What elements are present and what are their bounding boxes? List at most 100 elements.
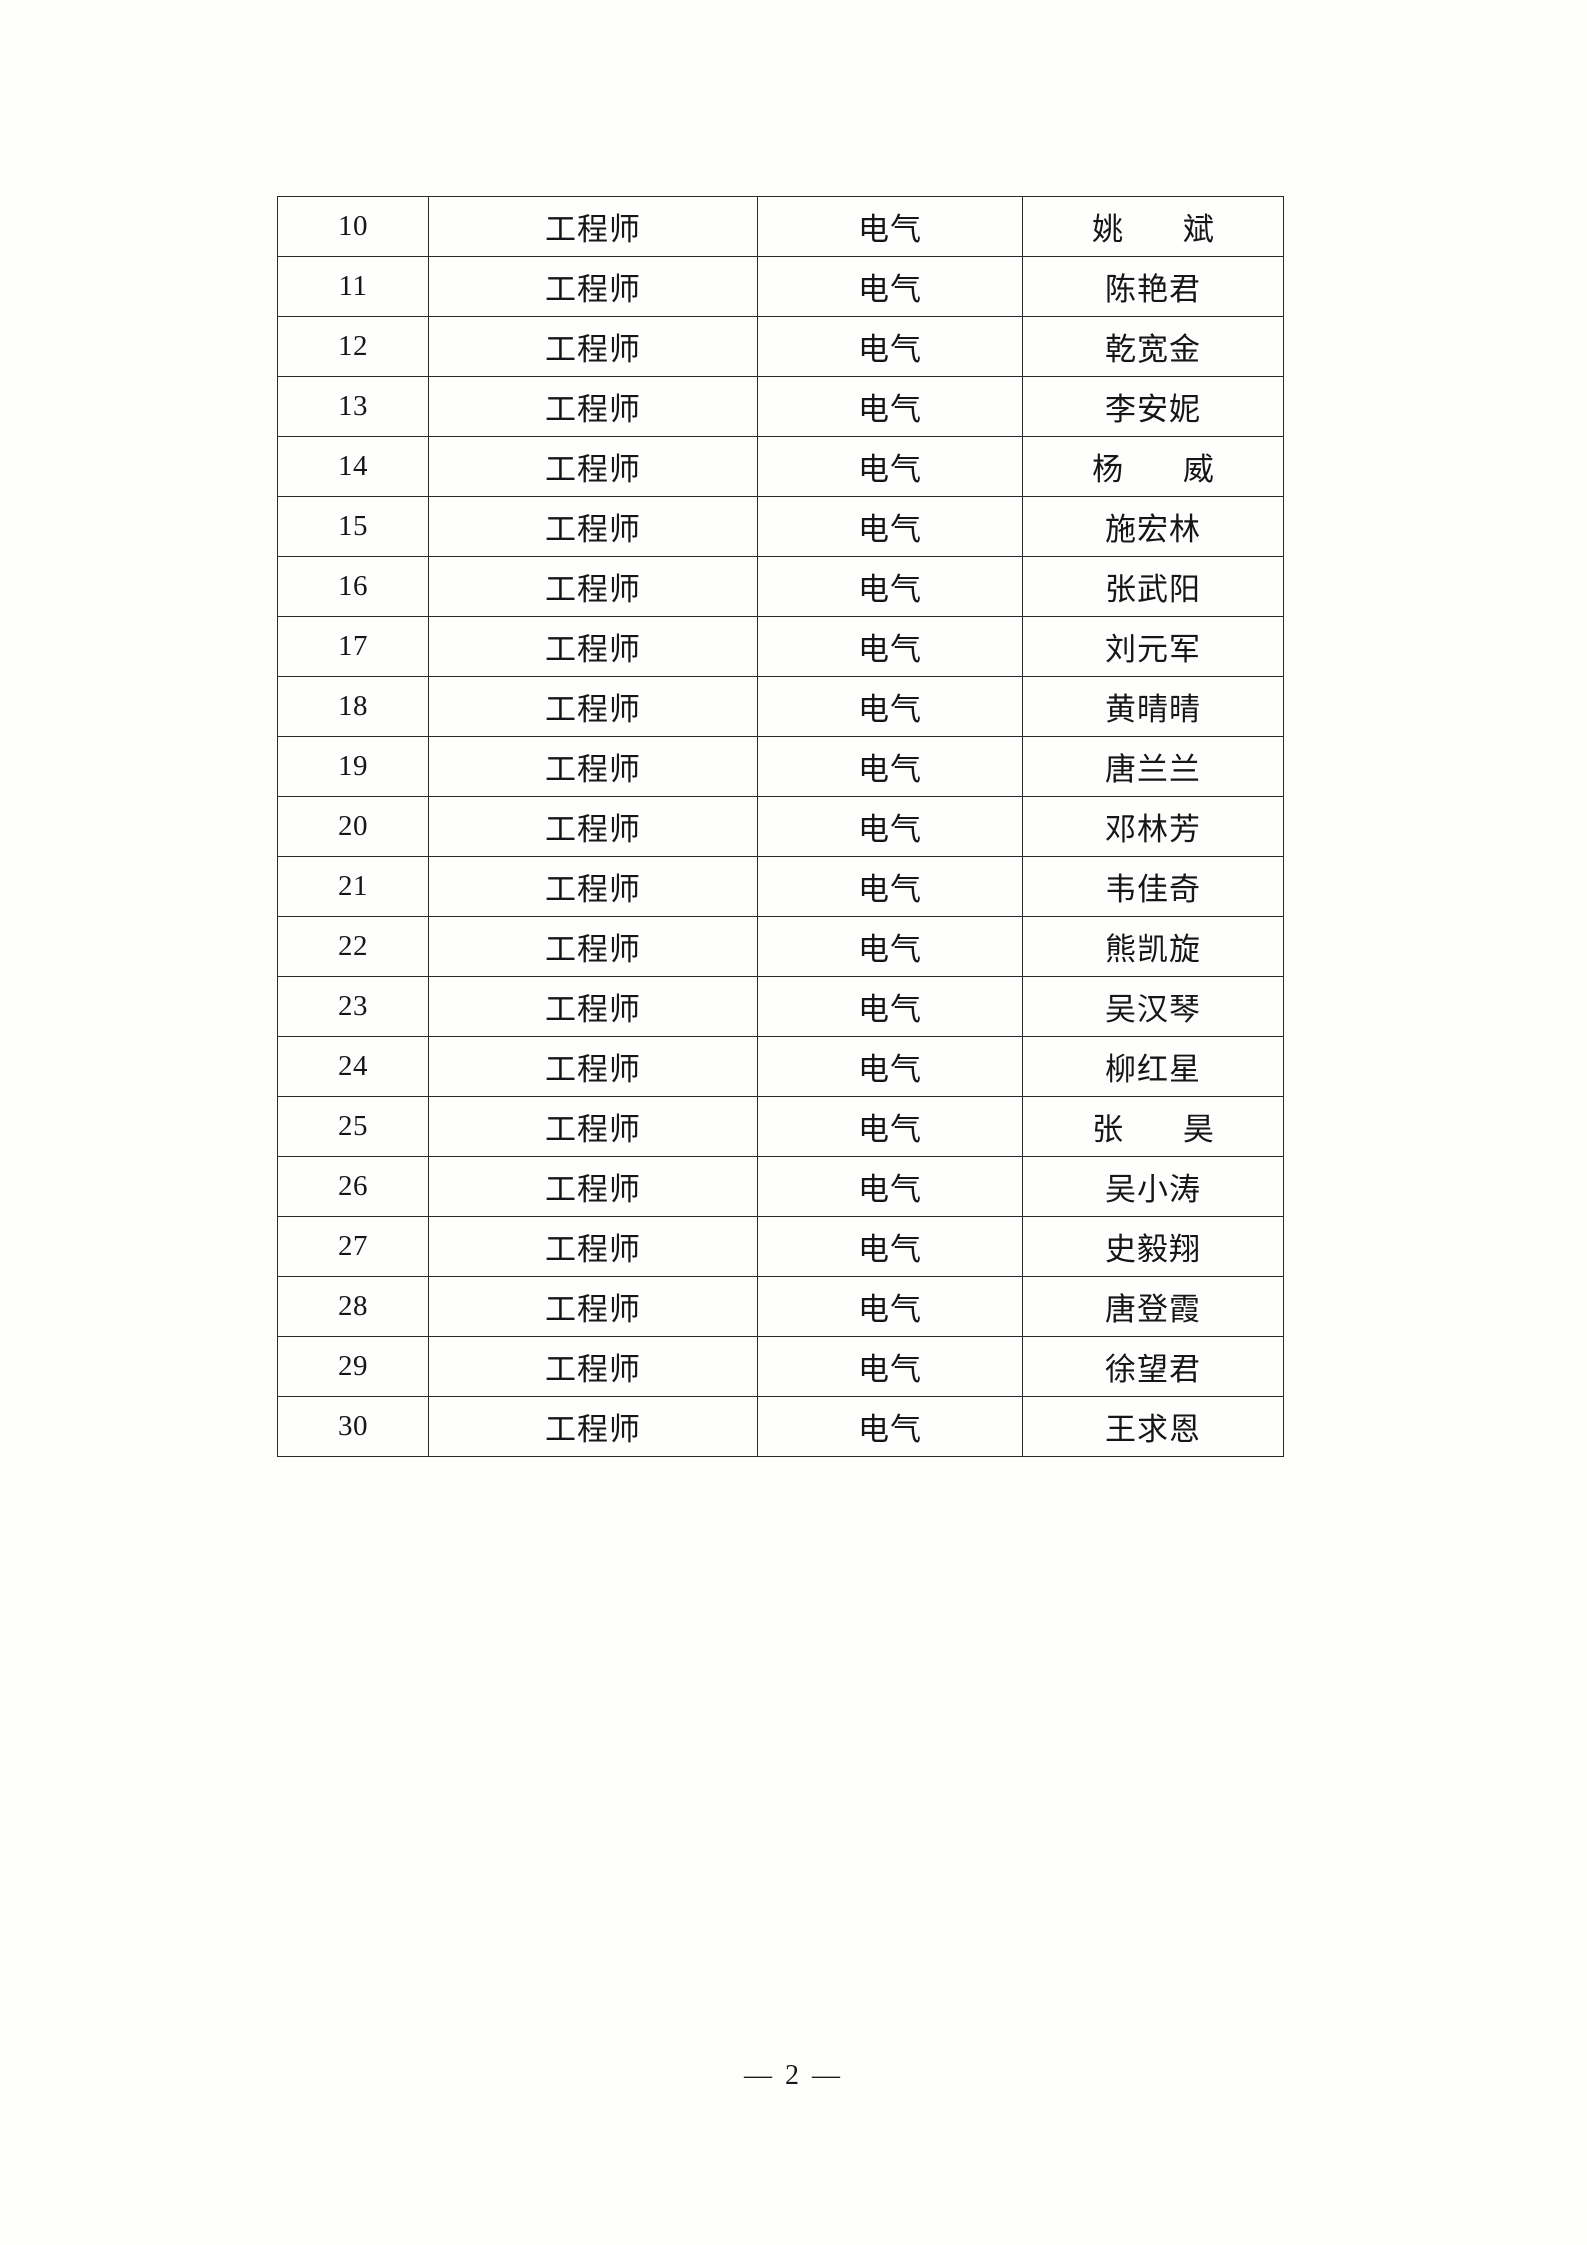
row-major-cell: 电气	[757, 1216, 1023, 1277]
row-title-cell: 工程师	[428, 1216, 758, 1277]
row-name-cell: 柳红星	[1022, 1036, 1284, 1097]
row-major-cell: 电气	[757, 496, 1023, 557]
row-title-cell: 工程师	[428, 736, 758, 797]
table-row: 13 工程师 电气 李安妮	[277, 376, 1284, 437]
table-row: 14 工程师 电气杨 威	[277, 436, 1284, 497]
row-index-cell: 12	[277, 316, 429, 377]
row-title-cell: 工程师	[428, 436, 758, 497]
table-row: 21 工程师 电气 韦佳奇	[277, 856, 1284, 917]
row-major-cell: 电气	[757, 196, 1023, 257]
row-index-cell: 23	[277, 976, 429, 1037]
table-row: 24 工程师 电气 柳红星	[277, 1036, 1284, 1097]
row-index-cell: 29	[277, 1336, 429, 1397]
row-major-cell: 电气	[757, 736, 1023, 797]
row-index-cell: 14	[277, 436, 429, 497]
table-row: 22 工程师 电气 熊凯旋	[277, 916, 1284, 977]
row-index-cell: 13	[277, 376, 429, 437]
row-major-cell: 电气	[757, 1336, 1023, 1397]
table-row: 25 工程师 电气张 昊	[277, 1096, 1284, 1157]
table-row: 30 工程师 电气 王求恩	[277, 1396, 1284, 1457]
row-name-cell: 邓林芳	[1022, 796, 1284, 857]
row-major-cell: 电气	[757, 316, 1023, 377]
table-row: 18 工程师 电气 黄晴晴	[277, 676, 1284, 737]
table-row: 16 工程师 电气 张武阳	[277, 556, 1284, 617]
row-name-cell: 张武阳	[1022, 556, 1284, 617]
row-title-cell: 工程师	[428, 616, 758, 677]
row-title-cell: 工程师	[428, 1156, 758, 1217]
table-row: 26 工程师 电气 吴小涛	[277, 1156, 1284, 1217]
row-title-cell: 工程师	[428, 676, 758, 737]
row-title-cell: 工程师	[428, 856, 758, 917]
row-major-cell: 电气	[757, 916, 1023, 977]
row-major-cell: 电气	[757, 556, 1023, 617]
row-name-cell: 张 昊	[1022, 1096, 1284, 1157]
row-index-cell: 25	[277, 1096, 429, 1157]
table-row: 23 工程师 电气 吴汉琴	[277, 976, 1284, 1037]
row-name-cell: 韦佳奇	[1022, 856, 1284, 917]
table-row: 28 工程师 电气 唐登霞	[277, 1276, 1284, 1337]
row-name-cell: 熊凯旋	[1022, 916, 1284, 977]
row-major-cell: 电气	[757, 616, 1023, 677]
row-major-cell: 电气	[757, 256, 1023, 317]
row-name-cell: 徐望君	[1022, 1336, 1284, 1397]
row-name-cell: 吴汉琴	[1022, 976, 1284, 1037]
row-index-cell: 26	[277, 1156, 429, 1217]
row-title-cell: 工程师	[428, 556, 758, 617]
table-row: 10 工程师 电气姚 斌	[277, 196, 1284, 257]
row-index-cell: 16	[277, 556, 429, 617]
row-name-cell: 唐兰兰	[1022, 736, 1284, 797]
table-row: 15 工程师 电气 施宏林	[277, 496, 1284, 557]
row-name-cell: 刘元军	[1022, 616, 1284, 677]
row-name-cell: 王求恩	[1022, 1396, 1284, 1457]
row-index-cell: 10	[277, 196, 429, 257]
row-index-cell: 19	[277, 736, 429, 797]
personnel-roster-table: 10 工程师 电气姚 斌 11 工程师 电气 陈艳君 12 工程师 电气 乾宽金 13 工程师 电气 李安妮…	[277, 196, 1284, 1457]
table-row: 20 工程师 电气 邓林芳	[277, 796, 1284, 857]
row-index-cell: 11	[277, 256, 429, 317]
row-major-cell: 电气	[757, 436, 1023, 497]
row-major-cell: 电气	[757, 1036, 1023, 1097]
row-title-cell: 工程师	[428, 376, 758, 437]
table-row: 27 工程师 电气 史毅翔	[277, 1216, 1284, 1277]
row-major-cell: 电气	[757, 796, 1023, 857]
table-row: 12 工程师 电气 乾宽金	[277, 316, 1284, 377]
row-title-cell: 工程师	[428, 976, 758, 1037]
row-title-cell: 工程师	[428, 316, 758, 377]
row-title-cell: 工程师	[428, 916, 758, 977]
row-name-cell: 陈艳君	[1022, 256, 1284, 317]
row-name-cell: 乾宽金	[1022, 316, 1284, 377]
row-index-cell: 30	[277, 1396, 429, 1457]
row-title-cell: 工程师	[428, 1036, 758, 1097]
row-title-cell: 工程师	[428, 1096, 758, 1157]
row-title-cell: 工程师	[428, 496, 758, 557]
row-name-cell: 李安妮	[1022, 376, 1284, 437]
row-major-cell: 电气	[757, 1156, 1023, 1217]
row-name-cell: 吴小涛	[1022, 1156, 1284, 1217]
row-name-cell: 史毅翔	[1022, 1216, 1284, 1277]
table-row: 17 工程师 电气 刘元军	[277, 616, 1284, 677]
row-index-cell: 17	[277, 616, 429, 677]
row-major-cell: 电气	[757, 856, 1023, 917]
row-major-cell: 电气	[757, 976, 1023, 1037]
table-row: 29 工程师 电气 徐望君	[277, 1336, 1284, 1397]
row-title-cell: 工程师	[428, 796, 758, 857]
row-major-cell: 电气	[757, 1396, 1023, 1457]
row-title-cell: 工程师	[428, 1396, 758, 1457]
row-index-cell: 18	[277, 676, 429, 737]
row-major-cell: 电气	[757, 1096, 1023, 1157]
row-title-cell: 工程师	[428, 196, 758, 257]
row-title-cell: 工程师	[428, 1276, 758, 1337]
row-name-cell: 姚 斌	[1022, 196, 1284, 257]
row-index-cell: 28	[277, 1276, 429, 1337]
table-body: 10 工程师 电气姚 斌 11 工程师 电气 陈艳君 12 工程师 电气 乾宽金 13 工程师 电气 李安妮…	[277, 196, 1284, 1457]
row-index-cell: 21	[277, 856, 429, 917]
table-row: 11 工程师 电气 陈艳君	[277, 256, 1284, 317]
row-index-cell: 15	[277, 496, 429, 557]
table-row: 19 工程师 电气 唐兰兰	[277, 736, 1284, 797]
row-index-cell: 24	[277, 1036, 429, 1097]
row-name-cell: 杨 威	[1022, 436, 1284, 497]
row-index-cell: 27	[277, 1216, 429, 1277]
row-name-cell: 黄晴晴	[1022, 676, 1284, 737]
page-footer: — 2 —	[744, 2060, 843, 2091]
